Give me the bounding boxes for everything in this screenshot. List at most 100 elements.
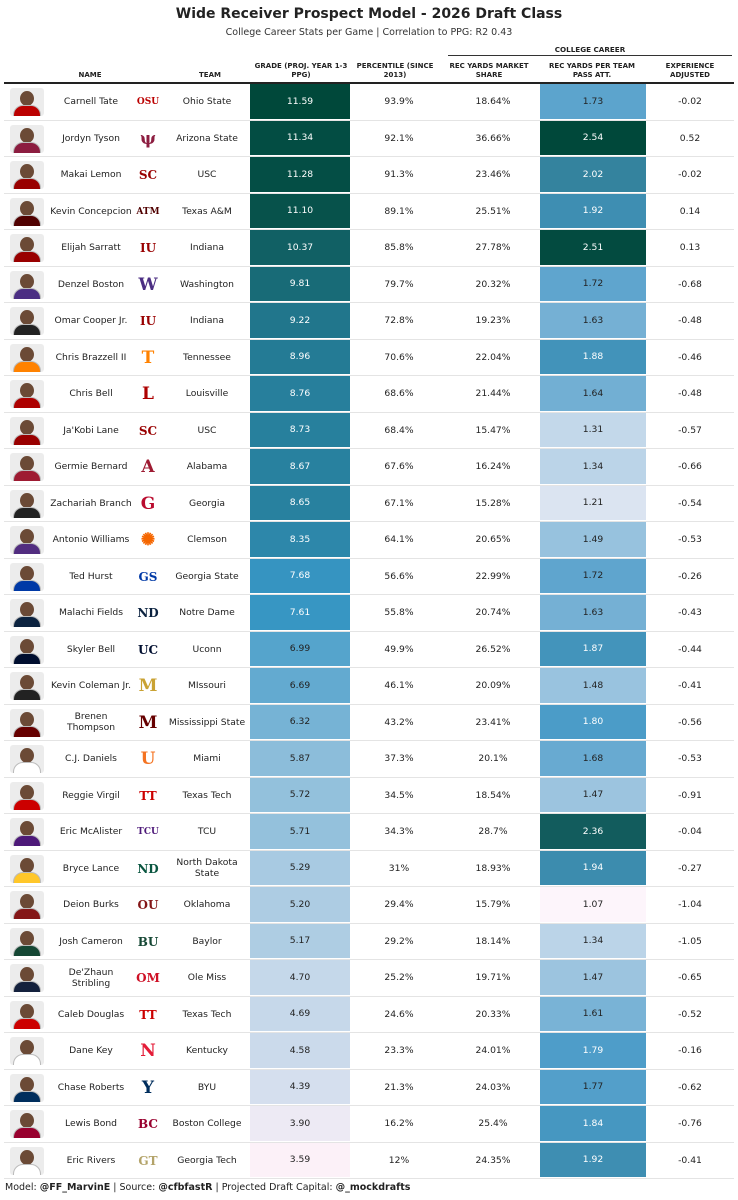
table-row: Dane Key N Kentucky 4.58 23.3% 24.01% 1.79 -0.1… — [4, 1033, 734, 1070]
grade-cell: 3.59 — [250, 1142, 350, 1178]
experience-cell: -0.53 — [678, 753, 702, 765]
table-row: Makai Lemon SC USC 11.28 91.3% 23.46% 2.02 -0.0… — [4, 157, 734, 194]
table-row: Carnell Tate OSU Ohio State 11.59 93.9% 18.64… — [4, 84, 734, 121]
experience-cell: -0.27 — [678, 862, 702, 874]
market-share-cell: 18.64% — [475, 96, 511, 108]
team-name: Georgia — [188, 497, 226, 509]
player-photo — [10, 416, 44, 445]
team-name: Clemson — [187, 534, 227, 546]
player-photo — [10, 599, 44, 627]
percentile-cell: 37.3% — [384, 753, 414, 765]
experience-cell: -0.43 — [678, 607, 702, 619]
ypa-cell: 1.88 — [540, 339, 646, 375]
ypa-cell: 1.72 — [540, 266, 646, 302]
uconn-logo: UC — [137, 642, 158, 657]
table-row: De'Zhaun Stribling OM Ole Miss 4.70 25.2% 19.… — [4, 960, 734, 997]
player-photo — [10, 781, 44, 810]
table-row: Caleb Douglas TT Texas Tech 4.69 24.6% 20.33%… — [4, 996, 734, 1033]
grade-cell: 7.68 — [250, 558, 350, 594]
market-share-cell: 18.93% — [475, 862, 511, 874]
percentile-cell: 31% — [388, 862, 410, 874]
player-photo — [10, 453, 44, 481]
percentile-cell: 70.6% — [384, 351, 414, 363]
percentile-cell: 21.3% — [384, 1081, 414, 1093]
table-row: Malachi Fields ND Notre Dame 7.61 55.8% 20.74… — [4, 595, 734, 632]
player-photo — [10, 818, 44, 846]
grade-cell: 11.10 — [250, 193, 350, 229]
team-name: Washington — [180, 278, 234, 290]
college-career-spanner: COLLEGE CAREER — [554, 45, 626, 54]
table-row: Omar Cooper Jr. IU Indiana 9.22 72.8% 19.23% 1… — [4, 303, 734, 340]
ypa-cell: 2.36 — [540, 814, 646, 850]
experience-cell: -0.56 — [678, 716, 702, 728]
player-photo — [10, 964, 44, 992]
table-row: Eric Rivers GT Georgia Tech 3.59 12% 24.35% 1.… — [4, 1142, 734, 1179]
percentile-cell: 92.1% — [384, 132, 414, 144]
experience-cell: -0.16 — [678, 1045, 702, 1057]
market-share-cell: 26.52% — [475, 643, 511, 655]
usc-logo: SC — [138, 168, 158, 182]
team-name: Uconn — [192, 643, 222, 655]
table-row: Jordyn Tyson ψ Arizona State 11.34 92.1% 36.6… — [4, 120, 734, 157]
ypa-cell: 2.51 — [540, 230, 646, 266]
player-name: Denzel Boston — [57, 278, 125, 290]
header-percentile: PERCENTILE (SINCE 2013) — [356, 62, 434, 79]
ypa-cell: 1.49 — [540, 522, 646, 558]
footer-model-label: Model: — [5, 1182, 40, 1193]
boston-college-logo: BC — [138, 1117, 158, 1131]
player-photo — [10, 526, 44, 554]
percentile-cell: 12% — [388, 1154, 410, 1166]
ypa-cell: 1.48 — [540, 668, 646, 704]
table-row: Zachariah Branch G Georgia 8.65 67.1% 15.28% 1… — [4, 485, 734, 522]
market-share-cell: 27.78% — [475, 242, 511, 254]
player-photo — [10, 88, 44, 116]
team-name: Oklahoma — [183, 899, 231, 911]
team-name: Notre Dame — [179, 607, 235, 619]
player-photo — [10, 161, 44, 189]
north-dakota-state-logo: ND — [137, 861, 159, 876]
grade-cell: 8.65 — [250, 485, 350, 521]
team-name: Georgia Tech — [177, 1154, 237, 1166]
table-row: Kevin Concepcion ATM Texas A&M 11.10 89.1% 25… — [4, 193, 734, 230]
team-name: Louisville — [185, 388, 229, 400]
player-name: Omar Cooper Jr. — [54, 315, 128, 327]
header-ypa: REC YARDS PER TEAM PASS ATT. — [549, 62, 635, 79]
experience-cell: -0.48 — [678, 388, 702, 400]
player-name: Deion Burks — [63, 899, 119, 911]
table-row: Skyler Bell UC Uconn 6.99 49.9% 26.52% 1.87 -0.… — [4, 631, 734, 668]
player-photo — [10, 854, 44, 883]
player-photo — [10, 343, 44, 372]
ypa-cell: 1.87 — [540, 631, 646, 667]
percentile-cell: 79.7% — [384, 278, 414, 290]
experience-cell: -0.02 — [678, 96, 702, 108]
grade-cell: 6.69 — [250, 668, 350, 704]
team-name: BYU — [197, 1081, 217, 1093]
team-name: Texas A&M — [182, 205, 232, 217]
player-name: Josh Cameron — [59, 935, 123, 947]
market-share-cell: 18.54% — [475, 789, 511, 801]
table-row: Denzel Boston W Washington 9.81 79.7% 20.32% 1… — [4, 266, 734, 303]
percentile-cell: 93.9% — [384, 96, 414, 108]
byu-logo: Y — [141, 1077, 155, 1098]
player-name: Antonio Williams — [52, 534, 130, 546]
team-name: Georgia State — [175, 570, 239, 582]
indiana-logo: IU — [139, 314, 157, 328]
player-name: Bryce Lance — [62, 862, 120, 874]
table-row: C.J. Daniels U Miami 5.87 37.3% 20.1% 1.68 -0.5… — [4, 741, 734, 778]
washington-logo: W — [138, 274, 158, 295]
market-share-cell: 25.51% — [475, 205, 511, 217]
market-share-cell: 24.35% — [475, 1154, 511, 1166]
tcu-logo: TCU — [137, 827, 159, 837]
grade-cell: 7.61 — [250, 595, 350, 631]
baylor-logo: BU — [137, 934, 159, 949]
grade-cell: 9.22 — [250, 303, 350, 339]
market-share-cell: 20.32% — [475, 278, 511, 290]
team-name: Boston College — [172, 1118, 242, 1130]
team-name: Mississippi State — [168, 716, 246, 728]
market-share-cell: 20.65% — [475, 534, 511, 546]
player-name: De'Zhaun Stribling — [68, 966, 114, 989]
team-name: Ole Miss — [187, 972, 227, 984]
experience-cell: -0.65 — [678, 972, 702, 984]
player-name: Chase Roberts — [57, 1081, 125, 1093]
grade-cell: 8.76 — [250, 376, 350, 412]
